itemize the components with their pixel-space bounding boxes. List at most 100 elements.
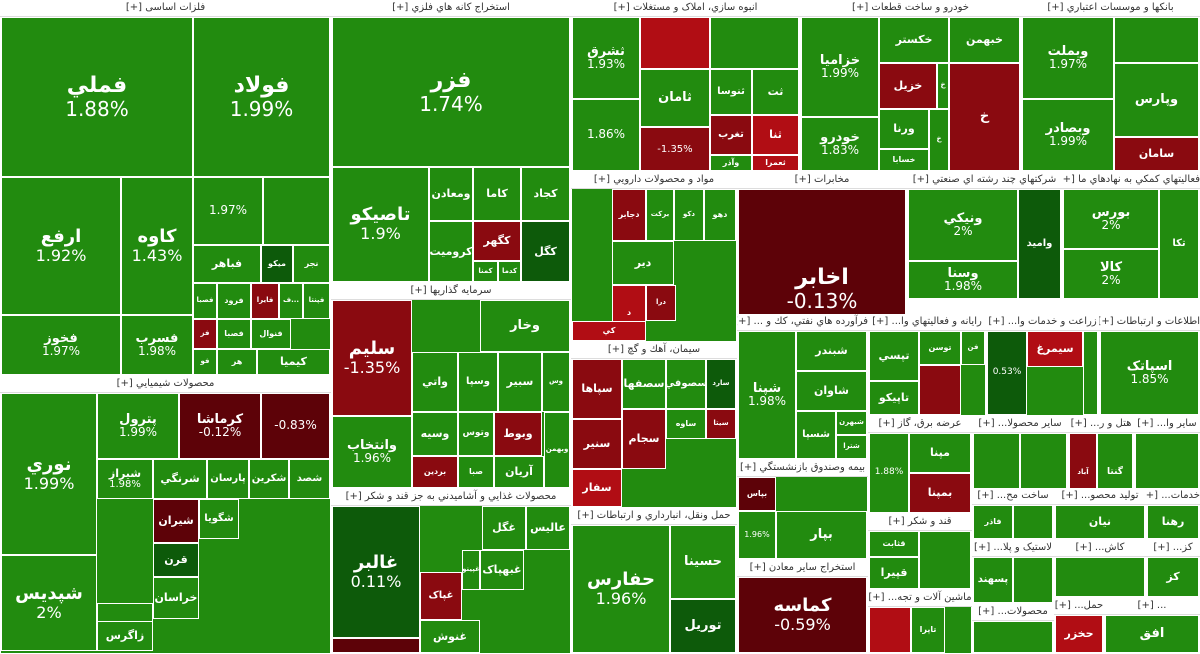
sector-title[interactable]: لاستيک و پلا... [+] bbox=[972, 540, 1054, 557]
stock-tile[interactable]: توريل bbox=[670, 599, 736, 653]
stock-tile[interactable]: پترول 1.99% bbox=[97, 393, 179, 459]
stock-tile[interactable]: حفارس 1.96% bbox=[572, 525, 670, 653]
stock-tile[interactable]: فز bbox=[193, 319, 217, 349]
stock-tile[interactable]: بورس 2% bbox=[1063, 189, 1159, 249]
stock-tile[interactable]: وبملت 1.97% bbox=[1022, 17, 1114, 99]
sector-title[interactable]: ساخت مح... [+] bbox=[972, 488, 1054, 505]
stock-tile[interactable]: غالبر 0.11% bbox=[332, 506, 420, 638]
stock-tile[interactable]: فو bbox=[193, 349, 217, 375]
stock-tile[interactable]: واتي bbox=[412, 352, 458, 412]
stock-tile[interactable] bbox=[1013, 557, 1053, 603]
stock-tile[interactable]: خسابا bbox=[879, 149, 929, 171]
sector-title[interactable]: زراعت و خدمات وا... [+] bbox=[986, 314, 1099, 331]
sector-title[interactable]: خدمات... [+] bbox=[1146, 488, 1200, 505]
sector-title[interactable]: استخراج ساير معادن [+] bbox=[737, 560, 868, 577]
stock-tile[interactable]: برکت bbox=[646, 189, 674, 241]
stock-tile[interactable]: خ bbox=[949, 63, 1020, 171]
stock-tile[interactable]: شسپا bbox=[796, 411, 836, 459]
stock-tile[interactable]: سنير bbox=[572, 419, 622, 469]
sector-title[interactable]: توليد محصو... [+] bbox=[1054, 488, 1146, 505]
stock-tile[interactable]: نيان bbox=[1055, 505, 1145, 539]
sector-title[interactable]: محصولات شيميايي [+] bbox=[0, 376, 331, 393]
sector-title[interactable]: مواد و محصولات دارويي [+] bbox=[571, 172, 737, 189]
sector-title[interactable]: حمل... [+] bbox=[1054, 598, 1104, 615]
sector-title[interactable]: سرمايه گذاريها [+] bbox=[331, 283, 571, 300]
stock-tile[interactable] bbox=[1114, 17, 1199, 63]
stock-tile[interactable]: بپاس bbox=[738, 477, 776, 511]
stock-tile[interactable] bbox=[640, 17, 710, 69]
stock-tile[interactable]: فزر 1.74% bbox=[332, 17, 570, 167]
sector-title[interactable]: سيمان، آهك و گچ [+] bbox=[571, 342, 737, 359]
stock-tile[interactable] bbox=[973, 621, 1053, 653]
stock-tile[interactable]: دهو bbox=[704, 189, 736, 241]
stock-tile[interactable]: فنوال bbox=[251, 319, 291, 349]
stock-tile[interactable]: صبا bbox=[458, 456, 494, 488]
stock-tile[interactable]: ثامان bbox=[640, 69, 710, 127]
sector-title[interactable]: حمل ونقل، انبارداري و ارتباطات [+] bbox=[571, 508, 737, 525]
stock-tile[interactable]: زاگرس bbox=[97, 621, 153, 651]
stock-tile[interactable]: ثنوسا bbox=[710, 69, 752, 115]
sector-title[interactable]: کاش... [+] bbox=[1054, 540, 1146, 557]
stock-tile[interactable]: شپديس 2% bbox=[1, 555, 97, 651]
sector-title[interactable]: هتل و ر... [+] bbox=[1068, 416, 1134, 433]
stock-tile[interactable]: وس bbox=[542, 352, 570, 412]
stock-tile[interactable]: کاوه 1.43% bbox=[121, 177, 193, 315]
stock-tile[interactable] bbox=[919, 365, 961, 415]
stock-tile[interactable]: پارسان bbox=[207, 459, 249, 499]
stock-tile[interactable]: ثشرق 1.93% bbox=[572, 17, 640, 99]
stock-tile[interactable]: شپنا 1.98% bbox=[738, 331, 796, 459]
stock-tile[interactable]: هر bbox=[217, 349, 257, 375]
stock-tile[interactable]: بردين bbox=[412, 456, 458, 488]
stock-tile[interactable]: غبهپاک bbox=[480, 550, 524, 590]
stock-tile[interactable]: وبهمن bbox=[544, 412, 570, 488]
stock-tile[interactable]: فولاد 1.99% bbox=[193, 17, 330, 177]
stock-tile[interactable]: شکرين bbox=[249, 459, 289, 499]
stock-tile[interactable]: فاذر bbox=[973, 505, 1013, 539]
stock-tile[interactable]: خ bbox=[937, 63, 949, 109]
stock-tile[interactable] bbox=[710, 17, 799, 69]
sector-title[interactable]: ساير محصولا... [+] bbox=[972, 416, 1068, 433]
stock-tile[interactable]: کگل bbox=[521, 221, 570, 282]
sector-title[interactable]: فعاليتهاي کمکي به نهادهاي ما [+] bbox=[1062, 172, 1200, 189]
sector-title[interactable]: شرکتهاي چند رشته اي صنعتي [+] bbox=[907, 172, 1062, 189]
stock-tile[interactable]: کگهر bbox=[473, 221, 521, 261]
stock-tile[interactable]: غپاک bbox=[420, 572, 462, 620]
stock-tile[interactable]: تپسي bbox=[869, 331, 919, 381]
stock-tile[interactable]: وآذر bbox=[710, 155, 752, 171]
stock-tile[interactable]: فملي 1.88% bbox=[1, 17, 193, 177]
stock-tile[interactable] bbox=[263, 177, 330, 245]
stock-tile[interactable]: غگل bbox=[482, 506, 526, 550]
sector-title[interactable]: کز... [+] bbox=[1146, 540, 1200, 557]
sector-title[interactable]: خودرو و ساخت قطعات [+] bbox=[800, 0, 1021, 17]
stock-tile[interactable]: سفار bbox=[572, 469, 622, 507]
stock-tile[interactable]: رهنا bbox=[1147, 505, 1199, 539]
stock-tile[interactable]: شصد bbox=[289, 459, 330, 499]
stock-tile[interactable]: کماسه -0.59% bbox=[738, 577, 867, 653]
sector-title[interactable]: عرضه برق، گاز [+] bbox=[868, 416, 972, 433]
stock-tile[interactable]: خکستر bbox=[879, 17, 949, 63]
stock-tile[interactable]: شيران bbox=[153, 499, 199, 543]
stock-tile[interactable]: کز bbox=[1147, 557, 1199, 597]
stock-tile[interactable]: قپيرا bbox=[869, 557, 919, 589]
stock-tile[interactable]: وسيه bbox=[412, 412, 458, 456]
stock-tile[interactable]: بمپنا bbox=[909, 473, 971, 513]
stock-tile[interactable]: سپاها bbox=[572, 359, 622, 419]
stock-tile[interactable]: شرنگي bbox=[153, 459, 207, 499]
stock-tile[interactable]: واميد bbox=[1018, 189, 1061, 299]
stock-tile[interactable]: شبهرن bbox=[836, 411, 867, 435]
stock-tile[interactable]: حخزر bbox=[1055, 615, 1103, 653]
stock-tile[interactable]: شاوان bbox=[796, 371, 867, 411]
stock-tile[interactable]: فپنتا bbox=[303, 283, 330, 319]
stock-tile[interactable]: تاصيکو 1.9% bbox=[332, 167, 429, 282]
stock-tile[interactable]: تاپرا bbox=[911, 607, 945, 653]
stock-tile[interactable]: کي bbox=[572, 321, 646, 341]
stock-tile[interactable]: وبوط bbox=[494, 412, 542, 456]
stock-tile[interactable]: وانتخاب 1.96% bbox=[332, 416, 412, 488]
stock-tile[interactable]: نجر bbox=[293, 245, 330, 283]
stock-tile[interactable]: توسن bbox=[919, 331, 961, 365]
stock-tile[interactable]: فباهر bbox=[193, 245, 261, 283]
stock-tile[interactable]: کالا 2% bbox=[1063, 249, 1159, 299]
stock-tile[interactable]: شگويا bbox=[199, 499, 239, 539]
stock-tile[interactable] bbox=[1013, 505, 1053, 539]
stock-tile[interactable]: کيميا bbox=[257, 349, 330, 375]
